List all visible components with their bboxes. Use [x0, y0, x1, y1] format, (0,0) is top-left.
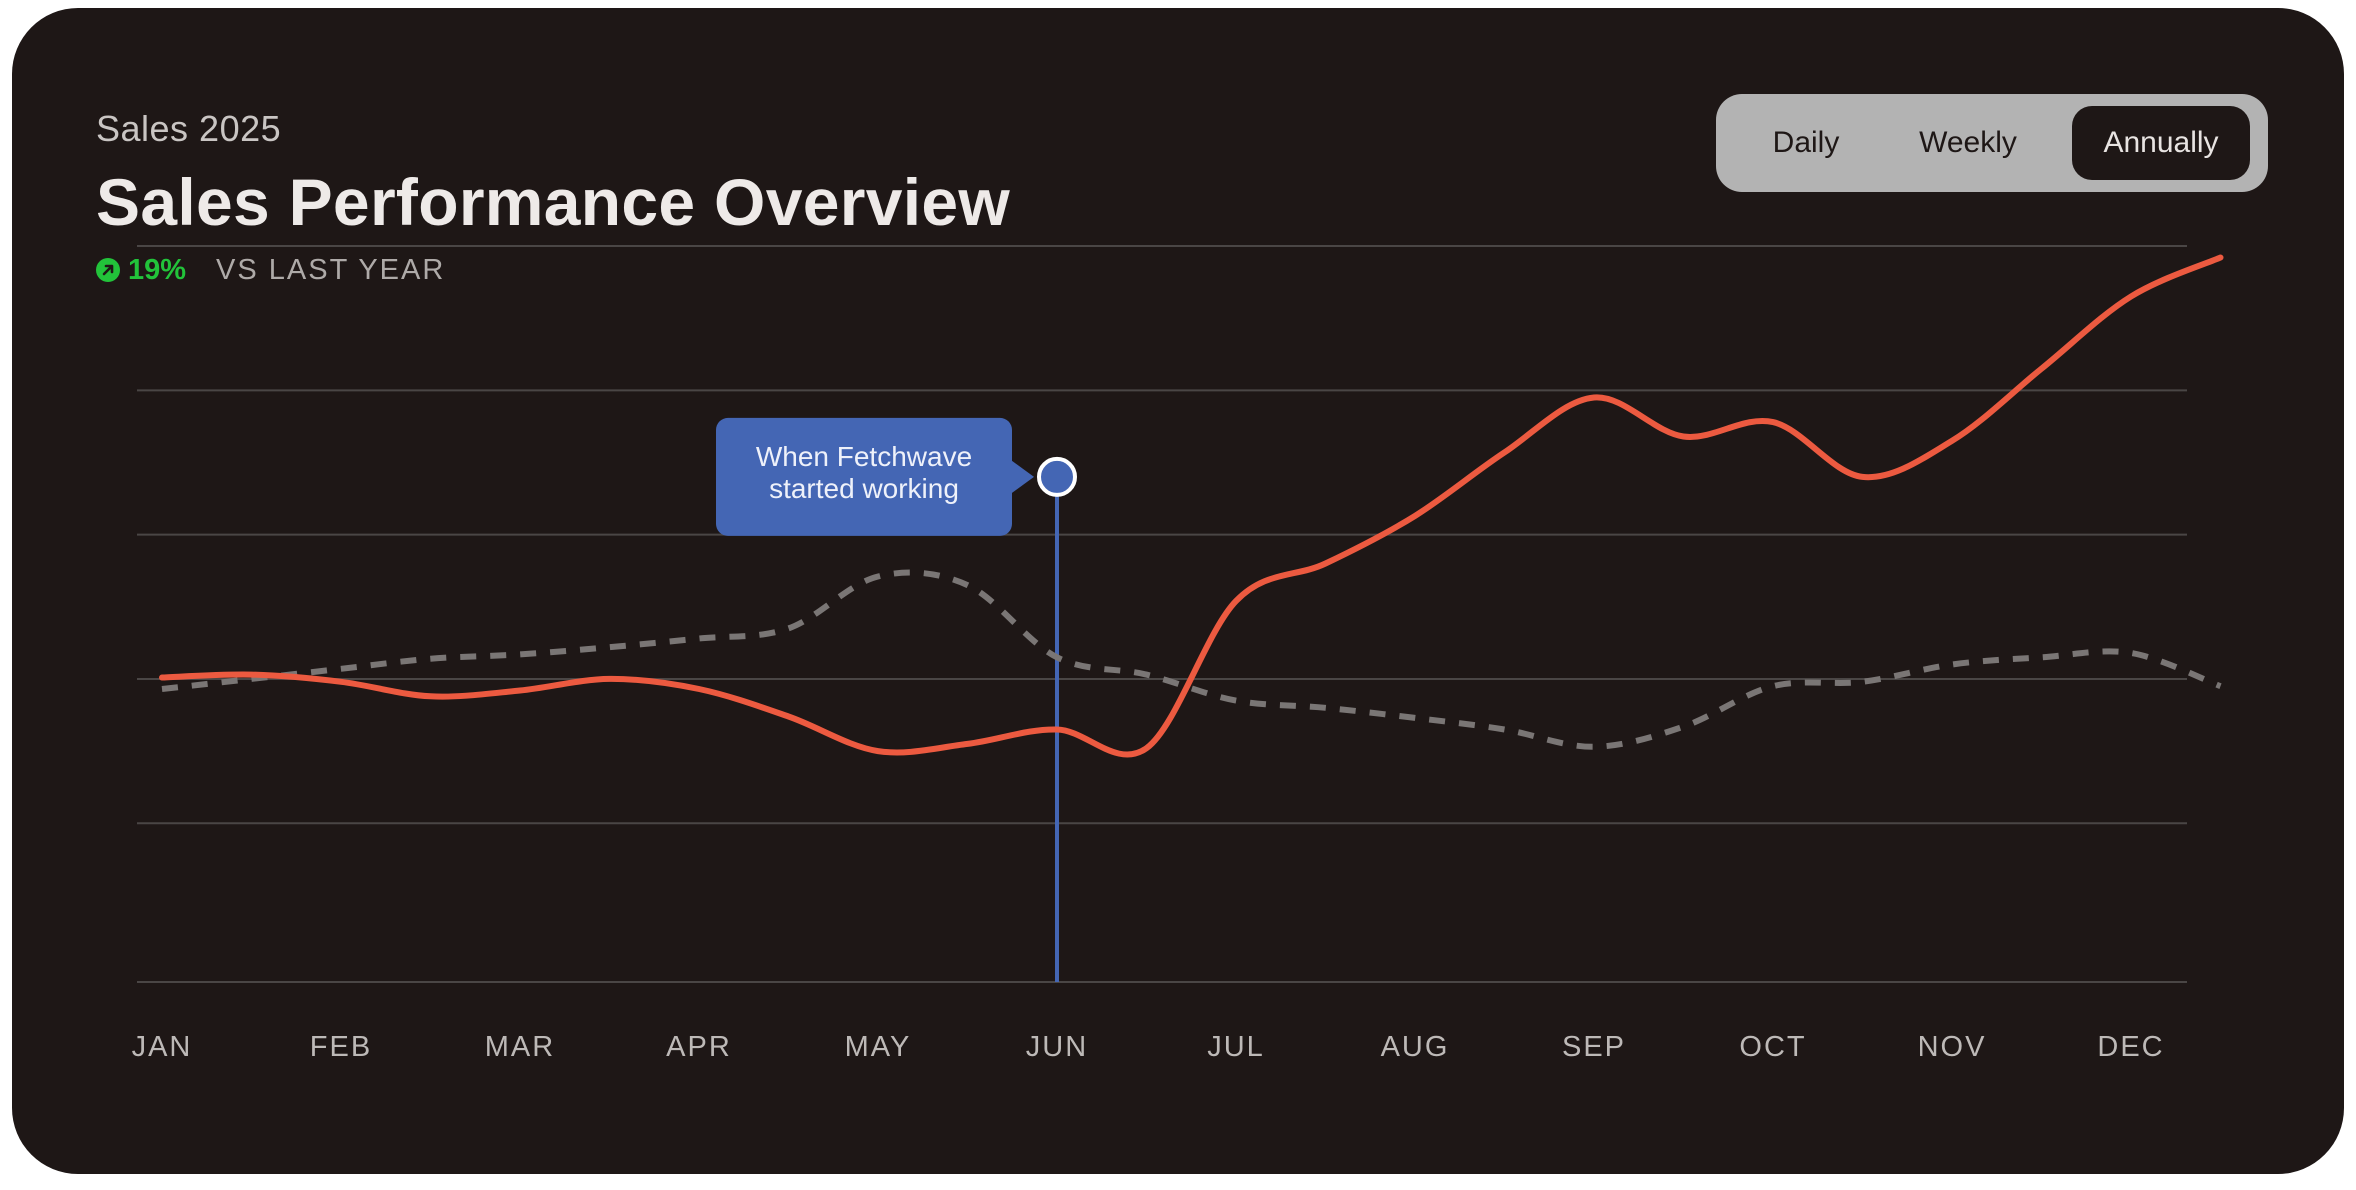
change-value: 19% — [128, 253, 187, 286]
x-axis-label-nov: NOV — [1918, 1031, 1987, 1063]
annotation-callout — [716, 417, 1012, 536]
period-weekly-button[interactable]: Weekly — [1919, 126, 2017, 159]
period-daily-button[interactable]: Daily — [1772, 126, 1840, 159]
period-annually-button[interactable]: Annually — [2072, 106, 2250, 180]
x-axis-label-sep: SEP — [1562, 1031, 1626, 1063]
x-axis-label-dec: DEC — [2097, 1031, 2164, 1063]
annotation-callout-pointer — [1012, 460, 1034, 493]
page-title: Sales Performance Overview — [96, 165, 1010, 239]
x-axis-label-jan: JAN — [132, 1031, 193, 1063]
x-axis-label-jul: JUL — [1207, 1031, 1265, 1063]
annotation-marker — [1037, 456, 1077, 497]
x-axis-label-mar: MAR — [485, 1031, 555, 1063]
current-year-line — [159, 254, 2224, 758]
period-toggle: Daily Weekly Annually — [1716, 94, 2268, 192]
trend-up-icon — [96, 258, 120, 282]
x-axis-label-apr: APR — [666, 1031, 732, 1063]
x-axis-label-oct: OCT — [1739, 1031, 1806, 1063]
change-indicator: 19% VS LAST YEAR — [96, 250, 445, 290]
chart-eyebrow: Sales 2025 — [96, 108, 282, 149]
x-axis-label-jun: JUN — [1026, 1031, 1088, 1063]
annotation-label-line-1: started working — [769, 473, 959, 504]
x-axis-label-feb: FEB — [310, 1031, 372, 1063]
x-axis-label-may: MAY — [845, 1031, 912, 1063]
annotation-label-line-0: When Fetchwave — [756, 441, 972, 472]
sales-card: Sales 2025 Sales Performance Overview 19… — [12, 8, 2344, 1174]
change-label: VS LAST YEAR — [216, 253, 446, 286]
x-axis-label-aug: AUG — [1381, 1031, 1450, 1063]
previous-year-line — [161, 569, 2222, 750]
